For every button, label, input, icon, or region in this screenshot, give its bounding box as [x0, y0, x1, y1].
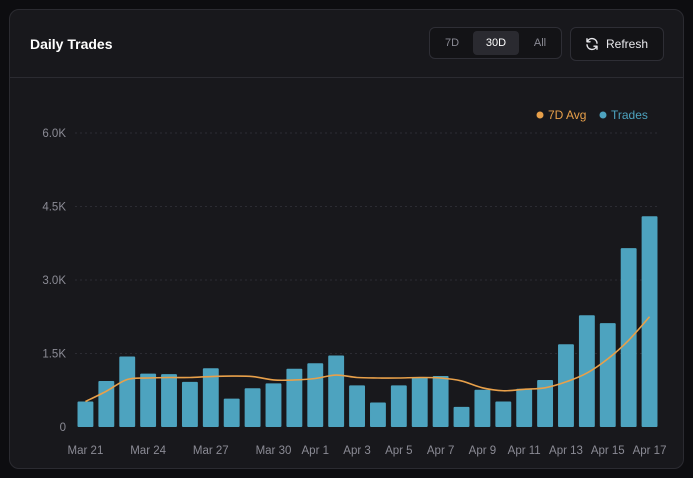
x-tick-label: Apr 15	[591, 445, 625, 457]
y-tick-label: 3.0K	[42, 275, 66, 287]
y-tick-label: 1.5K	[42, 349, 66, 361]
trades-bar	[578, 315, 595, 427]
card-title: Daily Trades	[30, 36, 113, 52]
legend-label: 7D Avg	[548, 108, 586, 122]
x-tick-label: Apr 9	[469, 445, 497, 457]
trades-bar	[516, 388, 533, 427]
legend-dot	[599, 111, 607, 119]
card-header: Daily Trades 7D 30D All Refresh	[10, 10, 683, 78]
x-tick-label: Apr 17	[633, 445, 667, 457]
range-selector: 7D 30D All	[429, 27, 562, 59]
trades-bar	[244, 388, 261, 427]
range-30d-button[interactable]: 30D	[473, 31, 519, 55]
trades-bar	[558, 344, 574, 427]
x-tick-label: Apr 7	[427, 445, 455, 457]
trades-bar	[77, 401, 94, 427]
daily-trades-card: Daily Trades 7D 30D All Refresh 0 1.5K 3.0…	[9, 9, 684, 469]
refresh-label: Refresh	[606, 37, 649, 51]
trades-bar	[537, 379, 554, 427]
trades-bar	[140, 373, 157, 427]
trades-bar	[390, 385, 407, 427]
trades-bar	[286, 368, 303, 427]
trades-bar	[119, 356, 136, 427]
trades-bar	[202, 368, 219, 427]
y-tick-label: 4.5K	[42, 202, 66, 214]
trades-bar	[432, 376, 449, 427]
trades-bar	[599, 323, 616, 427]
x-tick-label: Mar 24	[130, 445, 166, 457]
x-tick-label: Mar 30	[256, 445, 292, 457]
refresh-icon	[586, 37, 598, 51]
daily-trades-chart: 0 1.5K 3.0K 4.5K 6.0K Mar 21 Mar 24 Mar 27 Mar 3…	[42, 108, 667, 457]
legend-label: Trades	[611, 108, 648, 122]
trades-bar	[641, 216, 658, 427]
trades-bar	[328, 355, 345, 427]
trades-bar	[370, 402, 386, 427]
y-tick-label: 6.0K	[42, 128, 66, 140]
avg-line	[85, 316, 651, 403]
trades-bar	[495, 401, 512, 427]
y-tick-label: 0	[60, 422, 66, 434]
x-tick-label: Apr 11	[508, 445, 541, 457]
trades-bar	[223, 398, 240, 427]
x-tick-label: Mar 27	[193, 445, 229, 457]
x-tick-label: Apr 3	[343, 445, 371, 457]
x-tick-label: Apr 1	[302, 445, 330, 457]
trades-bar	[349, 385, 365, 427]
trades-bar	[620, 248, 637, 427]
trades-bar	[307, 363, 324, 427]
trades-bar	[265, 383, 282, 427]
range-all-button[interactable]: All	[533, 37, 547, 49]
trades-bar	[411, 377, 428, 427]
trades-bar	[474, 389, 491, 427]
x-tick-label: Apr 13	[549, 445, 583, 457]
refresh-button[interactable]: Refresh	[570, 27, 664, 61]
legend-dot	[536, 111, 544, 119]
x-tick-label: Apr 5	[385, 445, 413, 457]
range-7d-button[interactable]: 7D	[444, 37, 460, 49]
trades-bar	[453, 406, 470, 427]
trades-bar	[181, 381, 198, 427]
x-tick-label: Mar 21	[68, 445, 104, 457]
trades-bar	[161, 374, 177, 427]
